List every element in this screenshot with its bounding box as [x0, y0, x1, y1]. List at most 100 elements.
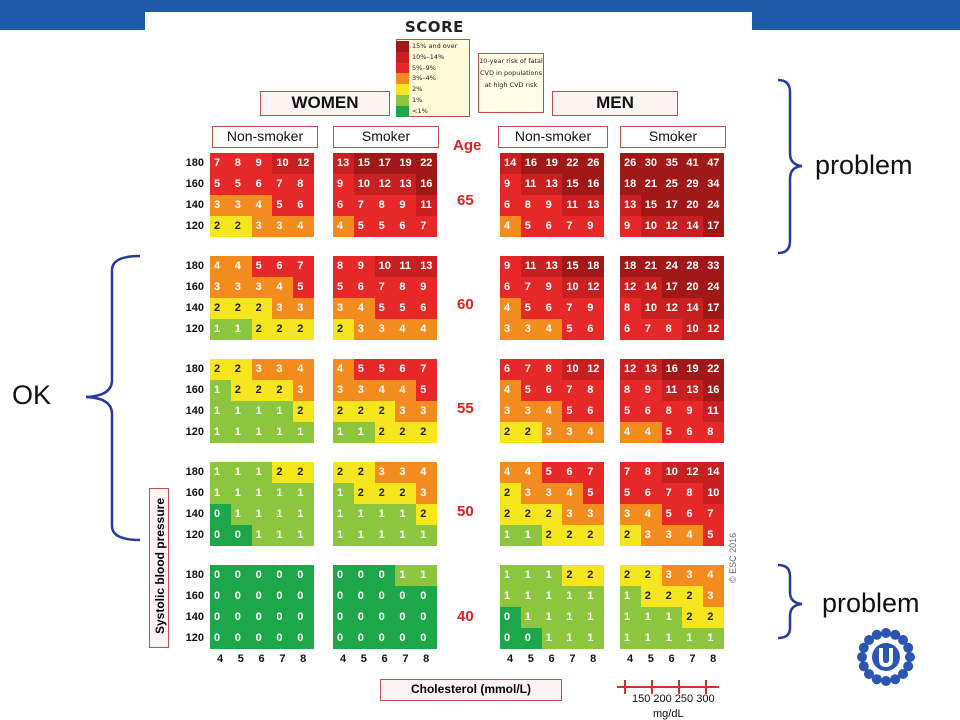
risk-legend-items: 15% and over 10%–14% 5%–9% 3%–4% 2% 1% <1%: [396, 39, 470, 117]
logo-ray: [905, 652, 915, 662]
cholesterol-tick: 5: [527, 653, 534, 665]
risk-cell: 13: [682, 380, 704, 401]
risk-cell: 8: [661, 319, 683, 340]
risk-cell: 7: [416, 216, 437, 237]
score-logo: SCORE: [405, 18, 464, 36]
risk-cell: 13: [620, 195, 641, 216]
risk-cell: 34: [703, 174, 724, 195]
risk-cell: 5: [520, 216, 542, 237]
risk-cell: 0: [230, 607, 252, 628]
risk-cell: 2: [661, 586, 683, 607]
risk-cell: 5: [541, 462, 563, 483]
risk-cell: 8: [620, 298, 641, 319]
risk-cell: 4: [640, 504, 662, 525]
risk-cell: 5: [333, 277, 354, 298]
risk-cell: 1: [520, 525, 542, 546]
risk-cell: 9: [395, 195, 417, 216]
risk-cell: 14: [640, 277, 662, 298]
risk-cell: 1: [682, 628, 704, 649]
bp-label: 120: [185, 632, 204, 644]
risk-cell: 2: [333, 462, 354, 483]
risk-cell: 1: [620, 628, 641, 649]
risk-cell: 20: [682, 277, 704, 298]
risk-cell: 2: [500, 483, 521, 504]
risk-cell: 4: [500, 216, 521, 237]
risk-cell: 1: [562, 586, 584, 607]
risk-cell: 25: [661, 174, 683, 195]
risk-cell: 3: [353, 319, 375, 340]
risk-cell: 5: [562, 319, 584, 340]
risk-cell: 1: [272, 504, 294, 525]
logo-ray: [903, 642, 914, 653]
risk-cell: 1: [520, 586, 542, 607]
risk-cell: 0: [395, 607, 417, 628]
risk-cell: 6: [416, 298, 437, 319]
risk-cell: 35: [661, 153, 683, 174]
risk-cell: 1: [333, 504, 354, 525]
risk-cell: 11: [520, 256, 542, 277]
risk-cell: 6: [293, 195, 314, 216]
risk-cell: 3: [500, 319, 521, 340]
risk-cell: 5: [703, 525, 724, 546]
bp-label: 160: [185, 590, 204, 602]
risk-cell: 0: [272, 586, 294, 607]
risk-cell: 16: [416, 174, 437, 195]
risk-cell: 6: [620, 319, 641, 340]
risk-cell: 4: [620, 422, 641, 443]
risk-cell: 1: [210, 401, 231, 422]
risk-cell: 11: [703, 401, 724, 422]
legend-swatch: [396, 41, 409, 52]
risk-cell: 3: [640, 525, 662, 546]
risk-cell: 1: [230, 483, 252, 504]
logo-ray: [871, 674, 882, 685]
risk-cell: 12: [682, 462, 704, 483]
risk-cell: 4: [541, 401, 563, 422]
risk-cell: 1: [353, 422, 375, 443]
risk-cell: 3: [583, 504, 604, 525]
risk-cell: 2: [293, 319, 314, 340]
risk-cell: 13: [541, 174, 563, 195]
mgdl-scale-line: [617, 686, 719, 688]
risk-cell: 0: [293, 628, 314, 649]
risk-cell: 7: [520, 359, 542, 380]
risk-cell: 22: [703, 359, 724, 380]
risk-cell: 3: [374, 462, 396, 483]
women-header: WOMEN: [260, 91, 390, 116]
risk-cell: 2: [395, 483, 417, 504]
risk-cell: 0: [230, 628, 252, 649]
risk-cell: 1: [640, 607, 662, 628]
risk-cell: 4: [395, 380, 417, 401]
risk-cell: 7: [661, 483, 683, 504]
risk-cell: 2: [562, 525, 584, 546]
brace-left: [85, 254, 141, 542]
risk-cell: 3: [272, 216, 294, 237]
risk-cell: 1: [293, 504, 314, 525]
legend-swatch: [396, 84, 409, 96]
risk-cell: 2: [210, 298, 231, 319]
risk-cell: 4: [293, 216, 314, 237]
legend-note: 10-year risk of fatal CVD in populations…: [478, 53, 544, 113]
risk-cell: 3: [661, 525, 683, 546]
risk-cell: 4: [520, 462, 542, 483]
bp-label: 140: [185, 508, 204, 520]
risk-cell: 2: [272, 380, 294, 401]
risk-cell: 1: [251, 483, 273, 504]
risk-cell: 12: [583, 359, 604, 380]
risk-cell: 8: [583, 380, 604, 401]
women-nonsmoker-header: Non-smoker: [212, 126, 318, 148]
cholesterol-tick: 7: [569, 653, 576, 665]
risk-cell: 2: [251, 319, 273, 340]
risk-cell: 16: [661, 359, 683, 380]
cholesterol-tick: 5: [647, 653, 654, 665]
cholesterol-tick: 8: [710, 653, 717, 665]
risk-cell: 1: [230, 319, 252, 340]
risk-cell: 30: [640, 153, 662, 174]
risk-cell: 16: [703, 380, 724, 401]
risk-cell: 11: [661, 380, 683, 401]
risk-cell: 9: [333, 174, 354, 195]
risk-cell: 4: [682, 525, 704, 546]
risk-cell: 2: [230, 216, 252, 237]
risk-cell: 4: [230, 256, 252, 277]
risk-cell: 5: [272, 195, 294, 216]
risk-cell: 2: [333, 319, 354, 340]
